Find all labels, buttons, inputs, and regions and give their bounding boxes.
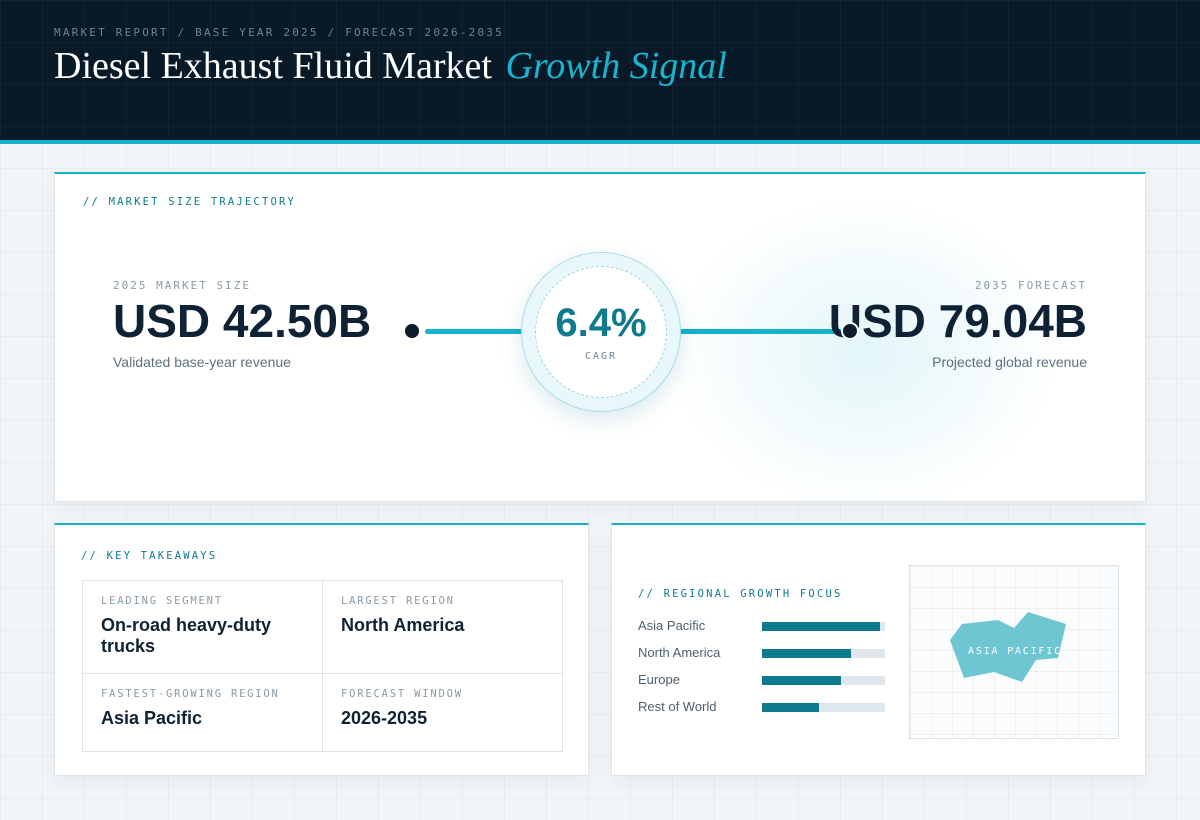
region-row: Rest of World [638, 699, 888, 715]
takeaways-section-label: // KEY TAKEAWAYS [81, 550, 218, 562]
regional-section-label: // REGIONAL GROWTH FOCUS [638, 588, 843, 600]
trajectory-end-dot [841, 322, 859, 340]
trajectory-section-label: // MARKET SIZE TRAJECTORY [83, 196, 297, 208]
region-name: Asia Pacific [638, 618, 706, 633]
region-name: North America [638, 645, 721, 660]
page-title: Diesel Exhaust Fluid Market Growth Signa… [54, 44, 727, 88]
takeaway-label: LARGEST REGION [341, 595, 455, 607]
region-name: Europe [638, 672, 680, 687]
takeaway-value: On-road heavy-duty trucks [101, 615, 272, 656]
region-bar-track [762, 703, 885, 712]
trajectory-start-dot [403, 322, 421, 340]
takeaway-fastest-growing-region: FASTEST-GROWING REGION Asia Pacific [83, 674, 323, 751]
takeaway-value: 2026-2035 [341, 708, 428, 728]
region-map: ASIA PACIFIC [909, 565, 1119, 739]
region-bar-fill [762, 649, 851, 658]
region-bar-track [762, 676, 885, 685]
region-bar-track [762, 622, 885, 631]
cagr-value: 6.4% [555, 301, 647, 345]
base-year-caption: Validated base-year revenue [113, 354, 291, 370]
asia-pacific-map-shape [950, 612, 1066, 682]
forecast-value: USD 79.04B [828, 295, 1087, 347]
regional-growth-panel: // REGIONAL GROWTH FOCUS Asia Pacific No… [611, 523, 1146, 776]
takeaway-value: Asia Pacific [101, 708, 203, 728]
title-main: Diesel Exhaust Fluid Market [54, 45, 492, 87]
takeaway-forecast-window: FORECAST WINDOW 2026-2035 [323, 674, 563, 751]
forecast-caption: Projected global revenue [932, 354, 1087, 370]
title-accent: Growth Signal [505, 45, 727, 87]
region-name: Rest of World [638, 699, 717, 714]
asia-pacific-region [950, 612, 1066, 682]
cagr-badge: 6.4% CAGR [521, 252, 681, 412]
base-year-value: USD 42.50B [113, 295, 372, 347]
base-year-label: 2025 MARKET SIZE [113, 279, 251, 292]
takeaway-label: FORECAST WINDOW [341, 688, 463, 700]
forecast-label: 2035 FORECAST [974, 279, 1087, 292]
market-size-trajectory-panel: // MARKET SIZE TRAJECTORY 2025 MARKET SI… [54, 172, 1146, 502]
region-row: North America [638, 645, 888, 661]
key-takeaways-panel: // KEY TAKEAWAYS LEADING SEGMENT On-road… [54, 523, 589, 776]
map-region-label: ASIA PACIFIC [968, 646, 1062, 657]
takeaway-value: North America [341, 615, 465, 635]
region-bar-fill [762, 676, 841, 685]
region-row: Asia Pacific [638, 618, 888, 634]
takeaway-leading-segment: LEADING SEGMENT On-road heavy-duty truck… [83, 581, 323, 674]
takeaways-grid: LEADING SEGMENT On-road heavy-duty truck… [82, 580, 563, 752]
region-bar-track [762, 649, 885, 658]
forecast-glow [665, 194, 1065, 501]
cagr-inner-circle: 6.4% CAGR [535, 266, 667, 398]
region-bar-fill [762, 703, 819, 712]
takeaway-largest-region: LARGEST REGION North America [323, 581, 563, 674]
cagr-label: CAGR [584, 351, 618, 362]
page-header: MARKET REPORT / BASE YEAR 2025 / FORECAS… [0, 0, 1200, 144]
region-row: Europe [638, 672, 888, 688]
takeaway-label: LEADING SEGMENT [101, 595, 223, 607]
takeaway-label: FASTEST-GROWING REGION [101, 688, 280, 700]
breadcrumb: MARKET REPORT / BASE YEAR 2025 / FORECAS… [54, 26, 504, 39]
region-bar-fill [762, 622, 881, 631]
